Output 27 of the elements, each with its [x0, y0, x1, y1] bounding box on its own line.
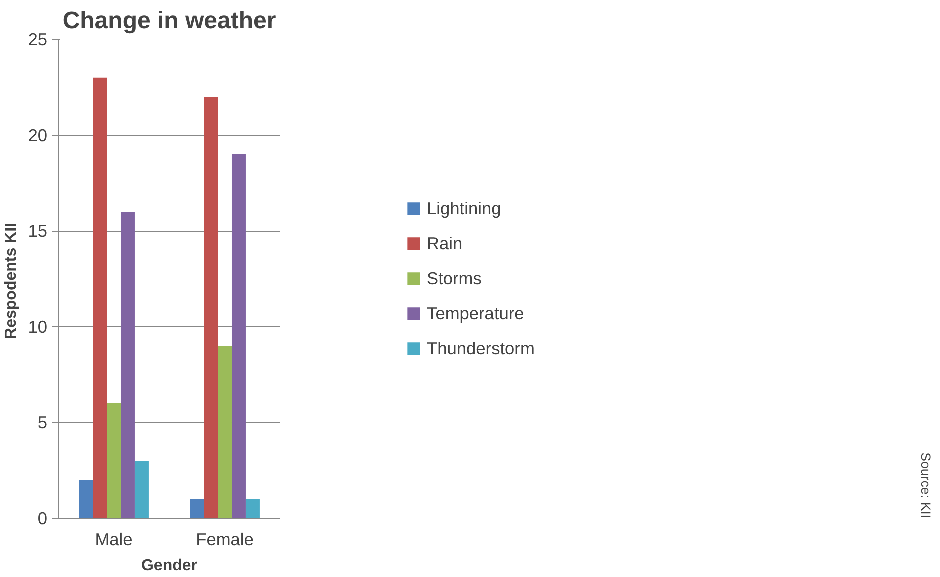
bar: [232, 154, 246, 518]
bar: [79, 480, 94, 518]
legend-label: Thunderstorm: [427, 338, 535, 359]
bar: [134, 461, 149, 518]
x-tick-label: Female: [196, 530, 254, 550]
source-note: Source: KII: [918, 452, 934, 519]
y-tick-label: 0: [38, 508, 48, 528]
y-tick-label: 10: [28, 316, 48, 337]
legend-label: Storms: [427, 268, 482, 289]
bar: [107, 404, 121, 518]
y-tick-label: 25: [28, 30, 48, 50]
chart-title: Change in weather: [62, 8, 276, 34]
x-tick-label: Male: [95, 530, 133, 550]
bar: [246, 499, 260, 518]
legend-label: Temperature: [427, 303, 524, 324]
y-axis-title: Respodents KII: [3, 222, 20, 340]
bar: [120, 212, 135, 518]
legend-label: Lightining: [427, 198, 502, 219]
y-tick-label: 15: [28, 221, 48, 242]
bar: [93, 78, 108, 518]
legend-label: Rain: [427, 233, 463, 254]
bar: [190, 499, 204, 518]
bar: [218, 346, 232, 518]
y-tick-label: 5: [38, 412, 48, 433]
y-tick-label: 20: [28, 125, 48, 146]
bar: [204, 96, 218, 518]
x-axis-title: Gender: [141, 558, 198, 574]
